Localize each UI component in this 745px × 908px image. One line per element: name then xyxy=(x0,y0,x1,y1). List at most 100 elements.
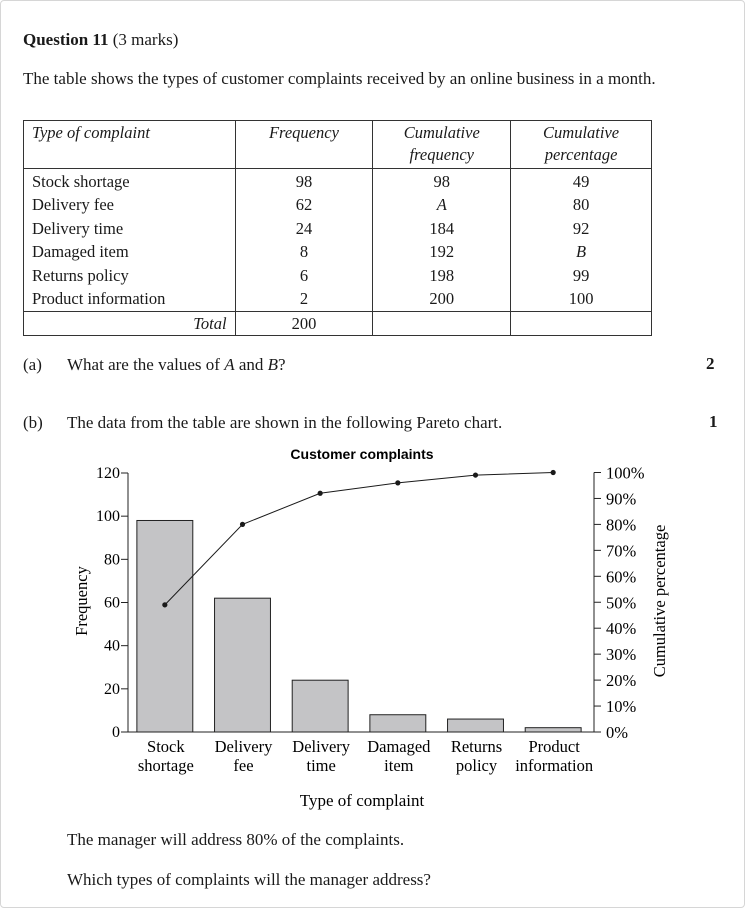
y-tick-label: 80 xyxy=(104,551,120,568)
part-b-question: Which types of complaints will the manag… xyxy=(67,870,431,889)
cell-cumulative-frequency: 200 xyxy=(372,287,512,312)
x-tick-label: shortage xyxy=(138,756,194,775)
var-b: B xyxy=(267,355,279,374)
y-tick-label: 0 xyxy=(112,724,120,741)
cell-frequency: 98 xyxy=(234,168,374,194)
bar xyxy=(136,519,194,733)
table-total-row: Total 200 xyxy=(23,311,652,337)
y2-axis-label: Cumulative percentage xyxy=(650,525,669,678)
y2-tick-label: 50% xyxy=(606,593,637,612)
y2-tick-label: 60% xyxy=(606,567,637,586)
cell-type: Stock shortage xyxy=(23,168,236,194)
total-value: 200 xyxy=(234,311,374,337)
cell-cumulative-frequency: A xyxy=(372,193,512,217)
cell-type: Product information xyxy=(23,287,236,312)
cell-cumulative-percentage: 49 xyxy=(510,168,652,194)
y-tick-label: 40 xyxy=(104,638,120,655)
cell-cumulative-frequency: 98 xyxy=(372,168,512,194)
cell-cumulative-frequency: 192 xyxy=(372,240,512,264)
cell-frequency: 62 xyxy=(234,193,374,217)
part-a-label: (a) xyxy=(23,355,42,374)
cell-cumulative-percentage: 99 xyxy=(510,263,652,288)
chart-title: Customer complaints xyxy=(290,446,433,462)
x-tick-label: Damaged xyxy=(367,737,431,756)
y2-tick-label: 40% xyxy=(606,619,637,638)
cumulative-point xyxy=(239,521,246,527)
total-label: Total xyxy=(23,311,236,337)
table-row: Stock shortage 98 98 49 xyxy=(23,168,652,194)
cell-frequency: 2 xyxy=(234,287,374,312)
part-a-question: What are the values of A and B? xyxy=(67,355,286,374)
cell-type: Delivery fee xyxy=(23,193,236,217)
question-intro: The table shows the types of customer co… xyxy=(23,69,656,88)
bar xyxy=(524,727,582,733)
x-axis-label: Type of complaint xyxy=(300,791,425,810)
y2-tick-label: 30% xyxy=(606,645,637,664)
total-empty-cell xyxy=(372,311,512,337)
table-header-row: Type of complaint Frequency Cumulative f… xyxy=(23,120,652,169)
table-row: Product information 2 200 100 xyxy=(23,287,652,312)
question-number: Question 11 xyxy=(23,30,109,49)
table-row: Delivery time 24 184 92 xyxy=(23,216,652,241)
x-tick-label: policy xyxy=(456,756,498,775)
bar xyxy=(447,718,504,733)
part-b-label: (b) xyxy=(23,413,43,432)
x-tick-label: Delivery xyxy=(292,737,350,756)
table-row: Returns policy 6 198 99 xyxy=(23,263,652,288)
y2-tick-label: 20% xyxy=(606,671,637,690)
x-tick-label: item xyxy=(384,756,413,775)
total-empty-cell xyxy=(510,311,652,337)
x-tick-label: Product xyxy=(528,737,580,756)
table-row: Damaged item 8 192 B xyxy=(23,240,652,264)
cumulative-line xyxy=(164,472,554,606)
cell-cumulative-frequency: 184 xyxy=(372,216,512,241)
header-cumulative-frequency: Cumulative frequency xyxy=(372,120,512,169)
part-b-statement: The manager will address 80% of the comp… xyxy=(67,830,405,849)
y2-tick-label: 100% xyxy=(606,464,645,483)
y-tick-label: 60 xyxy=(104,595,120,612)
cell-cumulative-percentage: B xyxy=(510,240,652,264)
cell-cumulative-frequency: 198 xyxy=(372,263,512,288)
cell-frequency: 8 xyxy=(234,240,374,264)
y2-tick-label: 10% xyxy=(606,697,637,716)
cumulative-point xyxy=(317,490,323,496)
bar xyxy=(291,679,349,733)
x-tick-label: fee xyxy=(233,756,253,775)
part-b-text: The data from the table are shown in the… xyxy=(67,413,503,432)
cumulative-point xyxy=(472,472,479,478)
part-b-marks: 1 xyxy=(709,412,718,431)
y2-tick-label: 80% xyxy=(606,515,637,534)
cell-frequency: 6 xyxy=(234,263,374,288)
part-a-marks: 2 xyxy=(706,354,715,373)
bar xyxy=(214,597,271,733)
x-tick-label: Returns xyxy=(451,737,502,756)
cell-cumulative-percentage: 100 xyxy=(510,287,652,312)
cell-frequency: 24 xyxy=(234,216,374,241)
cell-type: Delivery time xyxy=(23,216,236,241)
var-a: A xyxy=(224,355,235,374)
question-marks: (3 marks) xyxy=(112,30,179,49)
table-body: Stock shortage 98 98 49 Delivery fee 62 A 80 Del… xyxy=(23,168,652,312)
bar xyxy=(369,714,427,733)
y-axis-label: Frequency xyxy=(72,565,91,635)
header-frequency: Frequency xyxy=(234,120,374,169)
y2-tick-label: 0% xyxy=(606,723,628,742)
header-type: Type of complaint xyxy=(23,120,236,169)
x-tick-label: information xyxy=(515,756,593,775)
y-tick-label: 120 xyxy=(96,465,120,482)
cell-cumulative-percentage: 80 xyxy=(510,193,652,217)
y2-tick-label: 90% xyxy=(606,489,637,508)
x-tick-label: time xyxy=(307,756,336,775)
header-cumulative-percentage: Cumulative percentage xyxy=(510,120,652,169)
question-heading: Question 11 (3 marks) xyxy=(23,30,178,50)
cell-type: Returns policy xyxy=(23,263,236,288)
cumulative-point xyxy=(162,602,168,608)
y-tick-label: 100 xyxy=(96,508,120,525)
cumulative-point xyxy=(550,469,556,476)
x-tick-label: Stock xyxy=(147,737,185,756)
y-tick-label: 20 xyxy=(104,681,120,698)
cell-type: Damaged item xyxy=(23,240,236,264)
table-row: Delivery fee 62 A 80 xyxy=(23,193,652,217)
y2-tick-label: 70% xyxy=(606,541,637,560)
x-tick-label: Delivery xyxy=(215,737,273,756)
